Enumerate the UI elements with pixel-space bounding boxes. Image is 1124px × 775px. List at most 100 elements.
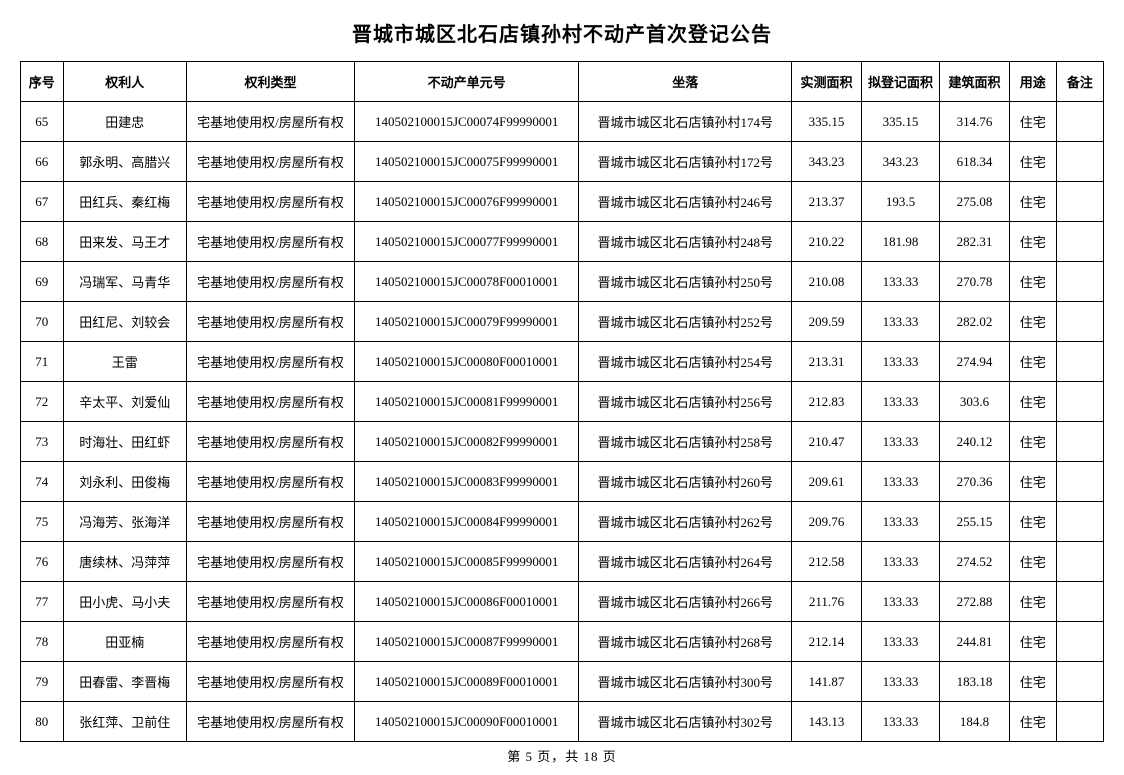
table-cell: 田红尼、刘较会 bbox=[63, 302, 186, 342]
table-cell: 212.14 bbox=[792, 622, 862, 662]
table-cell: 133.33 bbox=[861, 542, 939, 582]
table-cell: 晋城市城区北石店镇孙村264号 bbox=[579, 542, 792, 582]
table-cell: 79 bbox=[21, 662, 64, 702]
table-cell: 宅基地使用权/房屋所有权 bbox=[186, 622, 354, 662]
table-cell: 78 bbox=[21, 622, 64, 662]
table-cell bbox=[1056, 262, 1103, 302]
table-cell: 133.33 bbox=[861, 262, 939, 302]
table-cell: 宅基地使用权/房屋所有权 bbox=[186, 102, 354, 142]
table-row: 65田建忠宅基地使用权/房屋所有权140502100015JC00074F999… bbox=[21, 102, 1104, 142]
table-cell: 田红兵、秦红梅 bbox=[63, 182, 186, 222]
table-cell: 宅基地使用权/房屋所有权 bbox=[186, 582, 354, 622]
col-area3: 建筑面积 bbox=[940, 62, 1010, 102]
table-cell: 晋城市城区北石店镇孙村174号 bbox=[579, 102, 792, 142]
table-cell bbox=[1056, 702, 1103, 742]
table-cell: 212.58 bbox=[792, 542, 862, 582]
table-cell bbox=[1056, 342, 1103, 382]
table-row: 71王雷宅基地使用权/房屋所有权140502100015JC00080F0001… bbox=[21, 342, 1104, 382]
table-cell: 住宅 bbox=[1009, 462, 1056, 502]
table-cell bbox=[1056, 502, 1103, 542]
table-cell: 田春雷、李晋梅 bbox=[63, 662, 186, 702]
table-cell: 辛太平、刘爱仙 bbox=[63, 382, 186, 422]
table-row: 66郭永明、高腊兴宅基地使用权/房屋所有权140502100015JC00075… bbox=[21, 142, 1104, 182]
table-row: 80张红萍、卫前住宅基地使用权/房屋所有权140502100015JC00090… bbox=[21, 702, 1104, 742]
table-cell: 140502100015JC00077F99990001 bbox=[355, 222, 579, 262]
table-cell: 住宅 bbox=[1009, 102, 1056, 142]
table-cell: 67 bbox=[21, 182, 64, 222]
table-cell: 宅基地使用权/房屋所有权 bbox=[186, 662, 354, 702]
table-cell: 晋城市城区北石店镇孙村262号 bbox=[579, 502, 792, 542]
table-cell: 77 bbox=[21, 582, 64, 622]
table-row: 68田来发、马王才宅基地使用权/房屋所有权140502100015JC00077… bbox=[21, 222, 1104, 262]
table-cell: 255.15 bbox=[940, 502, 1010, 542]
table-row: 74刘永利、田俊梅宅基地使用权/房屋所有权140502100015JC00083… bbox=[21, 462, 1104, 502]
table-cell: 282.02 bbox=[940, 302, 1010, 342]
table-cell: 140502100015JC00079F99990001 bbox=[355, 302, 579, 342]
table-cell: 张红萍、卫前住 bbox=[63, 702, 186, 742]
table-cell: 田建忠 bbox=[63, 102, 186, 142]
table-cell: 270.36 bbox=[940, 462, 1010, 502]
table-cell: 210.08 bbox=[792, 262, 862, 302]
table-cell: 宅基地使用权/房屋所有权 bbox=[186, 502, 354, 542]
table-cell: 210.47 bbox=[792, 422, 862, 462]
col-owner: 权利人 bbox=[63, 62, 186, 102]
table-cell: 181.98 bbox=[861, 222, 939, 262]
table-cell: 140502100015JC00078F00010001 bbox=[355, 262, 579, 302]
table-cell: 晋城市城区北石店镇孙村266号 bbox=[579, 582, 792, 622]
table-cell: 133.33 bbox=[861, 342, 939, 382]
table-cell: 209.76 bbox=[792, 502, 862, 542]
table-cell: 住宅 bbox=[1009, 662, 1056, 702]
table-cell: 335.15 bbox=[792, 102, 862, 142]
table-row: 78田亚楠宅基地使用权/房屋所有权140502100015JC00087F999… bbox=[21, 622, 1104, 662]
table-cell: 140502100015JC00082F99990001 bbox=[355, 422, 579, 462]
table-cell: 140502100015JC00086F00010001 bbox=[355, 582, 579, 622]
table-cell: 唐续林、冯萍萍 bbox=[63, 542, 186, 582]
table-cell: 210.22 bbox=[792, 222, 862, 262]
table-row: 75冯海芳、张海洋宅基地使用权/房屋所有权140502100015JC00084… bbox=[21, 502, 1104, 542]
table-cell: 618.34 bbox=[940, 142, 1010, 182]
table-cell: 75 bbox=[21, 502, 64, 542]
table-cell: 宅基地使用权/房屋所有权 bbox=[186, 702, 354, 742]
table-cell: 133.33 bbox=[861, 502, 939, 542]
table-row: 70田红尼、刘较会宅基地使用权/房屋所有权140502100015JC00079… bbox=[21, 302, 1104, 342]
table-cell: 314.76 bbox=[940, 102, 1010, 142]
table-cell: 270.78 bbox=[940, 262, 1010, 302]
table-cell: 住宅 bbox=[1009, 142, 1056, 182]
table-cell: 宅基地使用权/房屋所有权 bbox=[186, 142, 354, 182]
col-loc: 坐落 bbox=[579, 62, 792, 102]
table-row: 67田红兵、秦红梅宅基地使用权/房屋所有权140502100015JC00076… bbox=[21, 182, 1104, 222]
table-cell bbox=[1056, 622, 1103, 662]
table-cell: 74 bbox=[21, 462, 64, 502]
table-cell: 冯瑞军、马青华 bbox=[63, 262, 186, 302]
table-cell: 住宅 bbox=[1009, 262, 1056, 302]
table-cell: 宅基地使用权/房屋所有权 bbox=[186, 382, 354, 422]
table-cell: 140502100015JC00076F99990001 bbox=[355, 182, 579, 222]
table-cell: 140502100015JC00087F99990001 bbox=[355, 622, 579, 662]
table-cell: 晋城市城区北石店镇孙村258号 bbox=[579, 422, 792, 462]
table-cell: 140502100015JC00090F00010001 bbox=[355, 702, 579, 742]
table-cell: 71 bbox=[21, 342, 64, 382]
table-cell: 140502100015JC00074F99990001 bbox=[355, 102, 579, 142]
table-cell: 刘永利、田俊梅 bbox=[63, 462, 186, 502]
table-cell: 240.12 bbox=[940, 422, 1010, 462]
table-cell: 73 bbox=[21, 422, 64, 462]
table-cell: 133.33 bbox=[861, 622, 939, 662]
table-cell: 140502100015JC00085F99990001 bbox=[355, 542, 579, 582]
table-cell bbox=[1056, 182, 1103, 222]
registry-table: 序号 权利人 权利类型 不动产单元号 坐落 实测面积 拟登记面积 建筑面积 用途… bbox=[20, 61, 1104, 742]
table-cell: 133.33 bbox=[861, 382, 939, 422]
table-cell: 晋城市城区北石店镇孙村260号 bbox=[579, 462, 792, 502]
table-row: 73时海壮、田红虾宅基地使用权/房屋所有权140502100015JC00082… bbox=[21, 422, 1104, 462]
table-cell: 343.23 bbox=[792, 142, 862, 182]
table-row: 69冯瑞军、马青华宅基地使用权/房屋所有权140502100015JC00078… bbox=[21, 262, 1104, 302]
table-cell: 住宅 bbox=[1009, 582, 1056, 622]
table-cell: 133.33 bbox=[861, 702, 939, 742]
table-cell: 213.31 bbox=[792, 342, 862, 382]
table-cell: 住宅 bbox=[1009, 342, 1056, 382]
table-cell: 303.6 bbox=[940, 382, 1010, 422]
col-area2: 拟登记面积 bbox=[861, 62, 939, 102]
table-cell: 住宅 bbox=[1009, 622, 1056, 662]
table-cell: 宅基地使用权/房屋所有权 bbox=[186, 262, 354, 302]
table-body: 65田建忠宅基地使用权/房屋所有权140502100015JC00074F999… bbox=[21, 102, 1104, 742]
table-cell: 住宅 bbox=[1009, 502, 1056, 542]
